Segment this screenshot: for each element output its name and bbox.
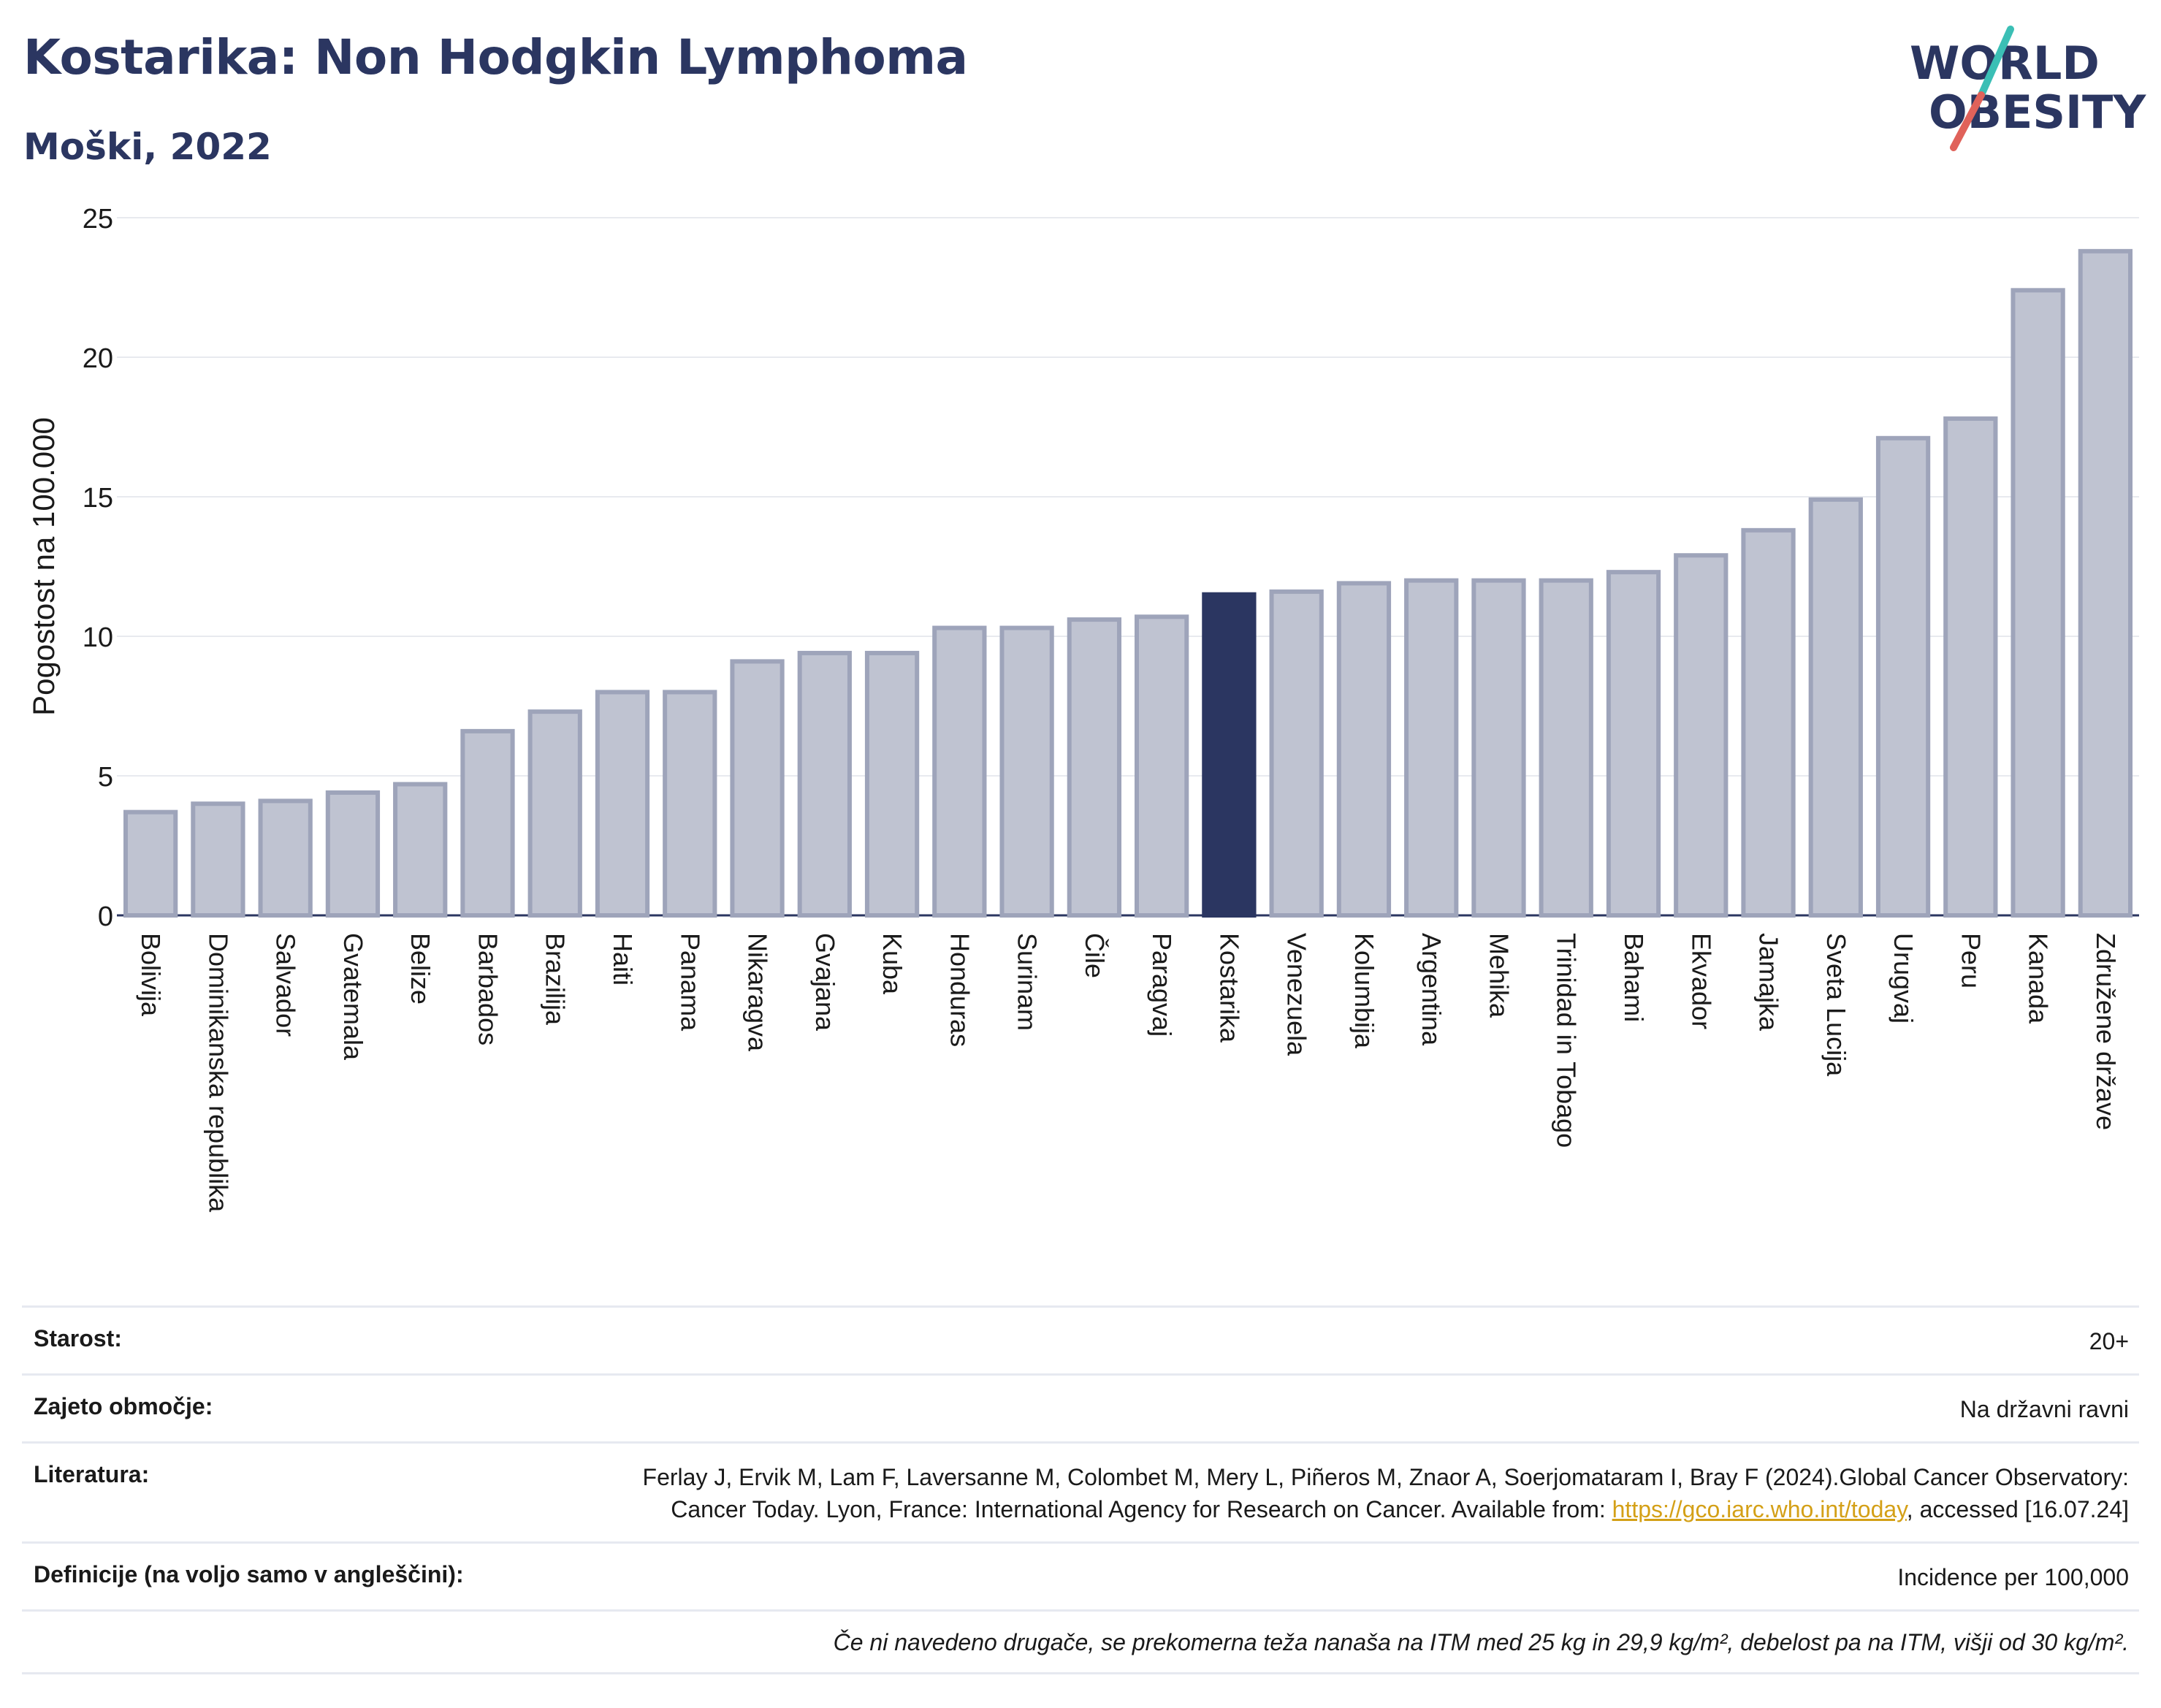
bar xyxy=(2078,248,2133,918)
y-tick-label: 0 xyxy=(98,901,113,932)
bar xyxy=(1943,416,1998,918)
x-tick-label: Ekvador xyxy=(1686,933,1716,1029)
info-row-definitions: Definicije (na voljo samo v angleščini):… xyxy=(22,1541,2139,1609)
literature-text: Ferlay J, Ervik M, Lam F, Laversanne M, … xyxy=(642,1464,2129,1522)
x-tick-label: Čile xyxy=(1080,933,1110,978)
x-tick-label: Gvatemala xyxy=(338,933,368,1061)
bar xyxy=(1539,578,1593,918)
x-tick-label: Honduras xyxy=(945,933,975,1047)
info-table: Starost: 20+ Zajeto območje: Na državni … xyxy=(22,1305,2139,1674)
bars xyxy=(123,248,2133,918)
bar xyxy=(460,728,515,918)
info-row-literature: Literatura: Ferlay J, Ervik M, Lam F, La… xyxy=(22,1441,2139,1541)
y-tick-label: 15 xyxy=(83,483,113,514)
bar xyxy=(1741,527,1796,918)
bar xyxy=(932,625,987,918)
chart-subtitle: Moški, 2022 xyxy=(23,126,272,168)
x-tick-label: Belize xyxy=(405,933,435,1004)
bar xyxy=(393,782,448,918)
bar xyxy=(595,690,650,918)
x-tick-label: Trinidad in Tobago xyxy=(1552,933,1582,1148)
bar xyxy=(1134,614,1189,918)
x-tick-label: Bolivija xyxy=(136,933,166,1017)
bar xyxy=(2011,288,2065,918)
bar xyxy=(123,809,178,918)
logo-slash-teal xyxy=(1978,26,2014,99)
x-tick-label: Peru xyxy=(1956,933,1986,988)
bar xyxy=(325,790,381,918)
coverage-value: Na državni ravni xyxy=(1959,1396,2129,1422)
x-tick-label: Nikaragva xyxy=(743,933,773,1052)
x-tick-label: Haiti xyxy=(608,933,638,985)
footnote: Če ni navedeno drugače, se prekomerna te… xyxy=(833,1629,2129,1655)
bar xyxy=(864,650,920,918)
x-tick-label: Argentina xyxy=(1417,933,1447,1046)
bar xyxy=(1404,578,1459,918)
x-tick-label: Barbados xyxy=(473,933,503,1045)
logo-slash-red xyxy=(1950,91,1985,151)
bar xyxy=(1606,570,1661,918)
bar xyxy=(797,650,852,918)
bar-highlighted xyxy=(1202,592,1257,918)
definitions-label: Definicije (na voljo samo v angleščini): xyxy=(34,1561,464,1587)
x-tick-label: Panama xyxy=(675,933,705,1032)
x-tick-label: Kostarika xyxy=(1214,933,1244,1043)
bar xyxy=(999,625,1054,918)
y-axis-label: Pogostost na 100.000 xyxy=(26,417,61,716)
x-tick-label: Brazilija xyxy=(541,933,571,1026)
info-row-note: Če ni navedeno drugače, se prekomerna te… xyxy=(22,1609,2139,1674)
bar xyxy=(258,798,313,918)
definitions-value: Incidence per 100,000 xyxy=(1897,1564,2129,1590)
bar xyxy=(1471,578,1526,918)
info-row-age: Starost: 20+ xyxy=(22,1305,2139,1373)
coverage-label: Zajeto območje: xyxy=(34,1393,213,1419)
age-value: 20+ xyxy=(2089,1328,2129,1354)
x-tick-label: Kolumbija xyxy=(1349,933,1379,1049)
literature-value: Ferlay J, Ervik M, Lam F, Laversanne M, … xyxy=(595,1461,2129,1525)
y-tick-label: 5 xyxy=(98,762,113,793)
literature-label: Literatura: xyxy=(34,1461,150,1487)
grid-lines xyxy=(117,217,2139,917)
bar xyxy=(1808,497,1863,918)
bar xyxy=(191,801,245,918)
x-tick-label: Kuba xyxy=(877,933,907,995)
x-tick-label: Združene države xyxy=(2091,933,2121,1130)
bar xyxy=(1875,435,1931,918)
x-tick-label: Sveta Lucija xyxy=(1821,933,1851,1077)
age-label: Starost: xyxy=(34,1325,122,1351)
x-tick-label: Paragvaj xyxy=(1147,933,1177,1037)
y-tick-label: 10 xyxy=(83,622,113,653)
x-tick-label: Salvador xyxy=(271,933,301,1037)
x-axis-labels: Bolivija Dominikanska republika Salvador Gv… xyxy=(136,933,2121,1213)
bar-chart: 0 5 10 15 20 25 Bolivija Dominikanska republik… xyxy=(26,204,2139,1213)
x-tick-label: Venezuela xyxy=(1282,933,1312,1056)
x-tick-label: Surinam xyxy=(1013,933,1043,1031)
x-tick-label: Urugvaj xyxy=(1889,933,1918,1023)
bar xyxy=(527,709,582,918)
bar xyxy=(1067,617,1122,918)
x-tick-label: Mehika xyxy=(1484,933,1514,1018)
bar xyxy=(1674,553,1729,918)
info-row-coverage: Zajeto območje: Na državni ravni xyxy=(22,1373,2139,1441)
bar xyxy=(1269,589,1324,918)
chart-title: Kostarika: Non Hodgkin Lymphoma xyxy=(23,29,968,85)
bar xyxy=(730,659,785,918)
literature-accessed: , accessed [16.07.24] xyxy=(1906,1496,2129,1522)
literature-link[interactable]: https://gco.iarc.who.int/today xyxy=(1612,1496,1907,1522)
y-tick-label: 20 xyxy=(83,343,113,374)
x-tick-label: Gvajana xyxy=(810,933,840,1032)
bar xyxy=(663,690,717,918)
x-tick-label: Kanada xyxy=(2024,933,2054,1024)
y-axis-ticks: 0 5 10 15 20 25 xyxy=(83,204,113,932)
x-tick-label: Bahami xyxy=(1619,933,1649,1022)
x-tick-label: Dominikanska republika xyxy=(203,933,233,1213)
world-obesity-logo: WORLD OBESITY xyxy=(1910,26,2146,151)
y-tick-label: 25 xyxy=(83,204,113,235)
bar xyxy=(1336,581,1392,918)
x-tick-label: Jamajka xyxy=(1754,933,1784,1032)
